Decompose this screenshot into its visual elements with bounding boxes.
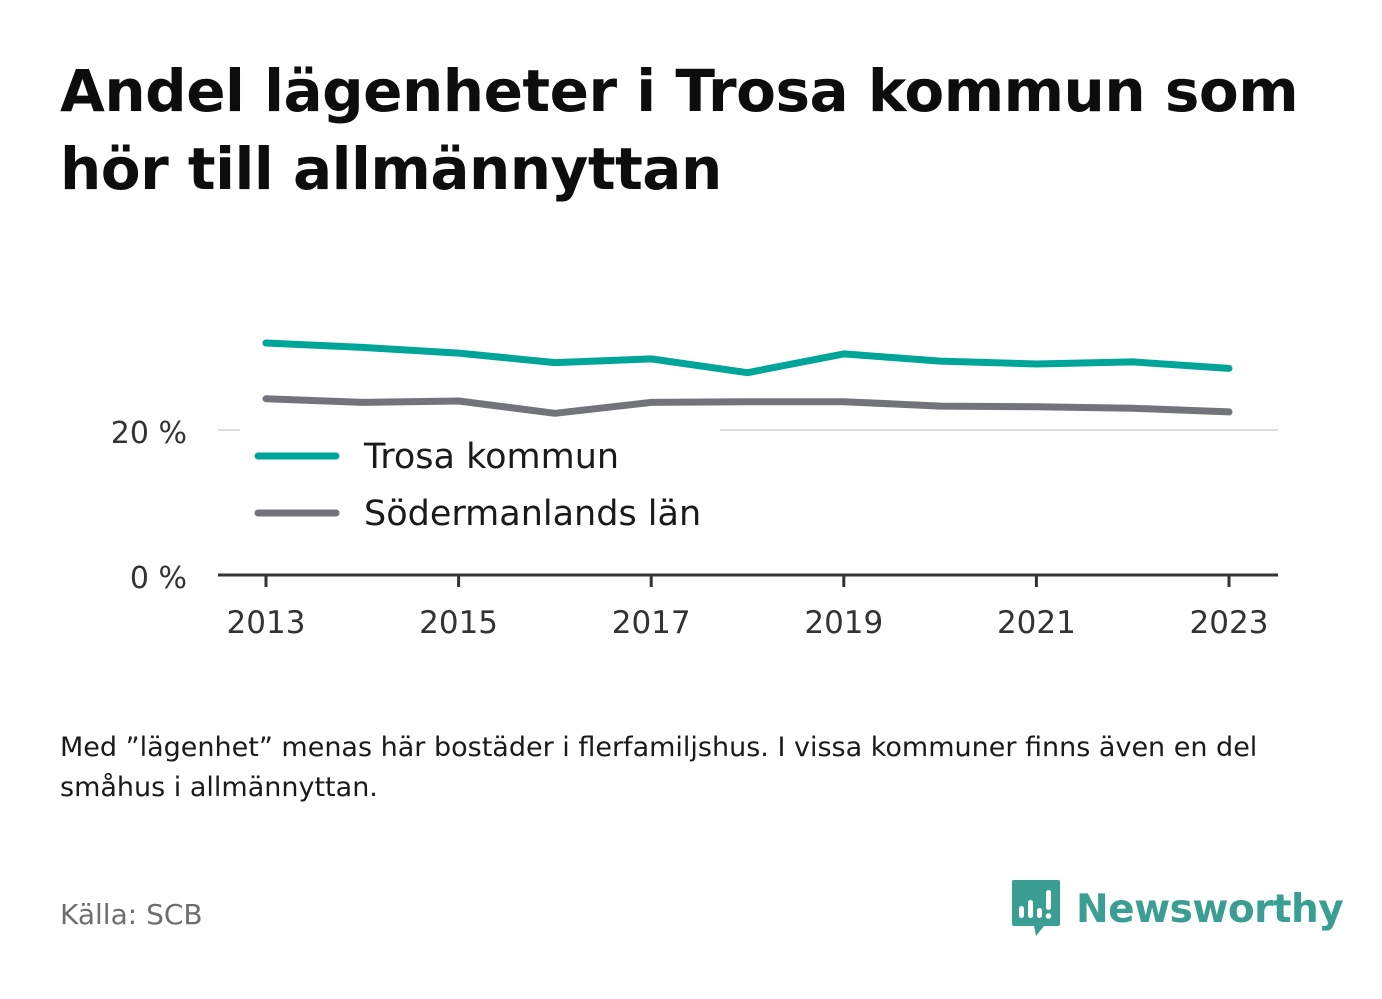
y-tick-label: 20 % — [111, 416, 187, 451]
newsworthy-logo: Newsworthy — [1010, 878, 1344, 940]
series-lines — [262, 339, 1233, 417]
x-tick-label: 2021 — [997, 605, 1076, 641]
brand-name: Newsworthy — [1076, 886, 1344, 932]
series-line-trosa-kommun — [262, 339, 1233, 377]
x-tick-label: 2017 — [612, 605, 691, 641]
x-tick-label: 2023 — [1190, 605, 1269, 641]
legend-background — [240, 428, 720, 546]
x-tick-label: 2019 — [804, 605, 883, 641]
newsworthy-logo-icon — [1012, 880, 1060, 936]
chart-note: Med ”lägenhet” menas här bostäder i fler… — [60, 732, 1258, 803]
x-tick-label: 2015 — [419, 605, 498, 641]
source-label: Källa: SCB — [60, 898, 203, 931]
legend-label: Södermanlands län — [364, 494, 701, 534]
x-axis: 2013 2015 2017 2019 2021 2023 — [218, 573, 1278, 641]
y-tick-label: 0 % — [130, 561, 187, 596]
x-tick-label: 2013 — [227, 605, 306, 641]
series-line-sodermanlands-lan — [262, 395, 1233, 417]
y-axis: 0 % 20 % — [111, 416, 187, 596]
legend-label: Trosa kommun — [363, 437, 619, 477]
legend: Trosa kommun Södermanlands län — [240, 428, 720, 546]
chart-title: Andel lägenheter i Trosa kommun som hör … — [60, 57, 1299, 203]
